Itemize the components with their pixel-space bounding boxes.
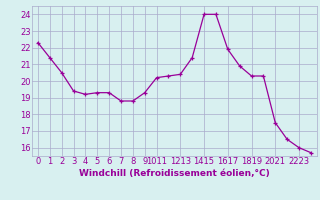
X-axis label: Windchill (Refroidissement éolien,°C): Windchill (Refroidissement éolien,°C) [79, 169, 270, 178]
